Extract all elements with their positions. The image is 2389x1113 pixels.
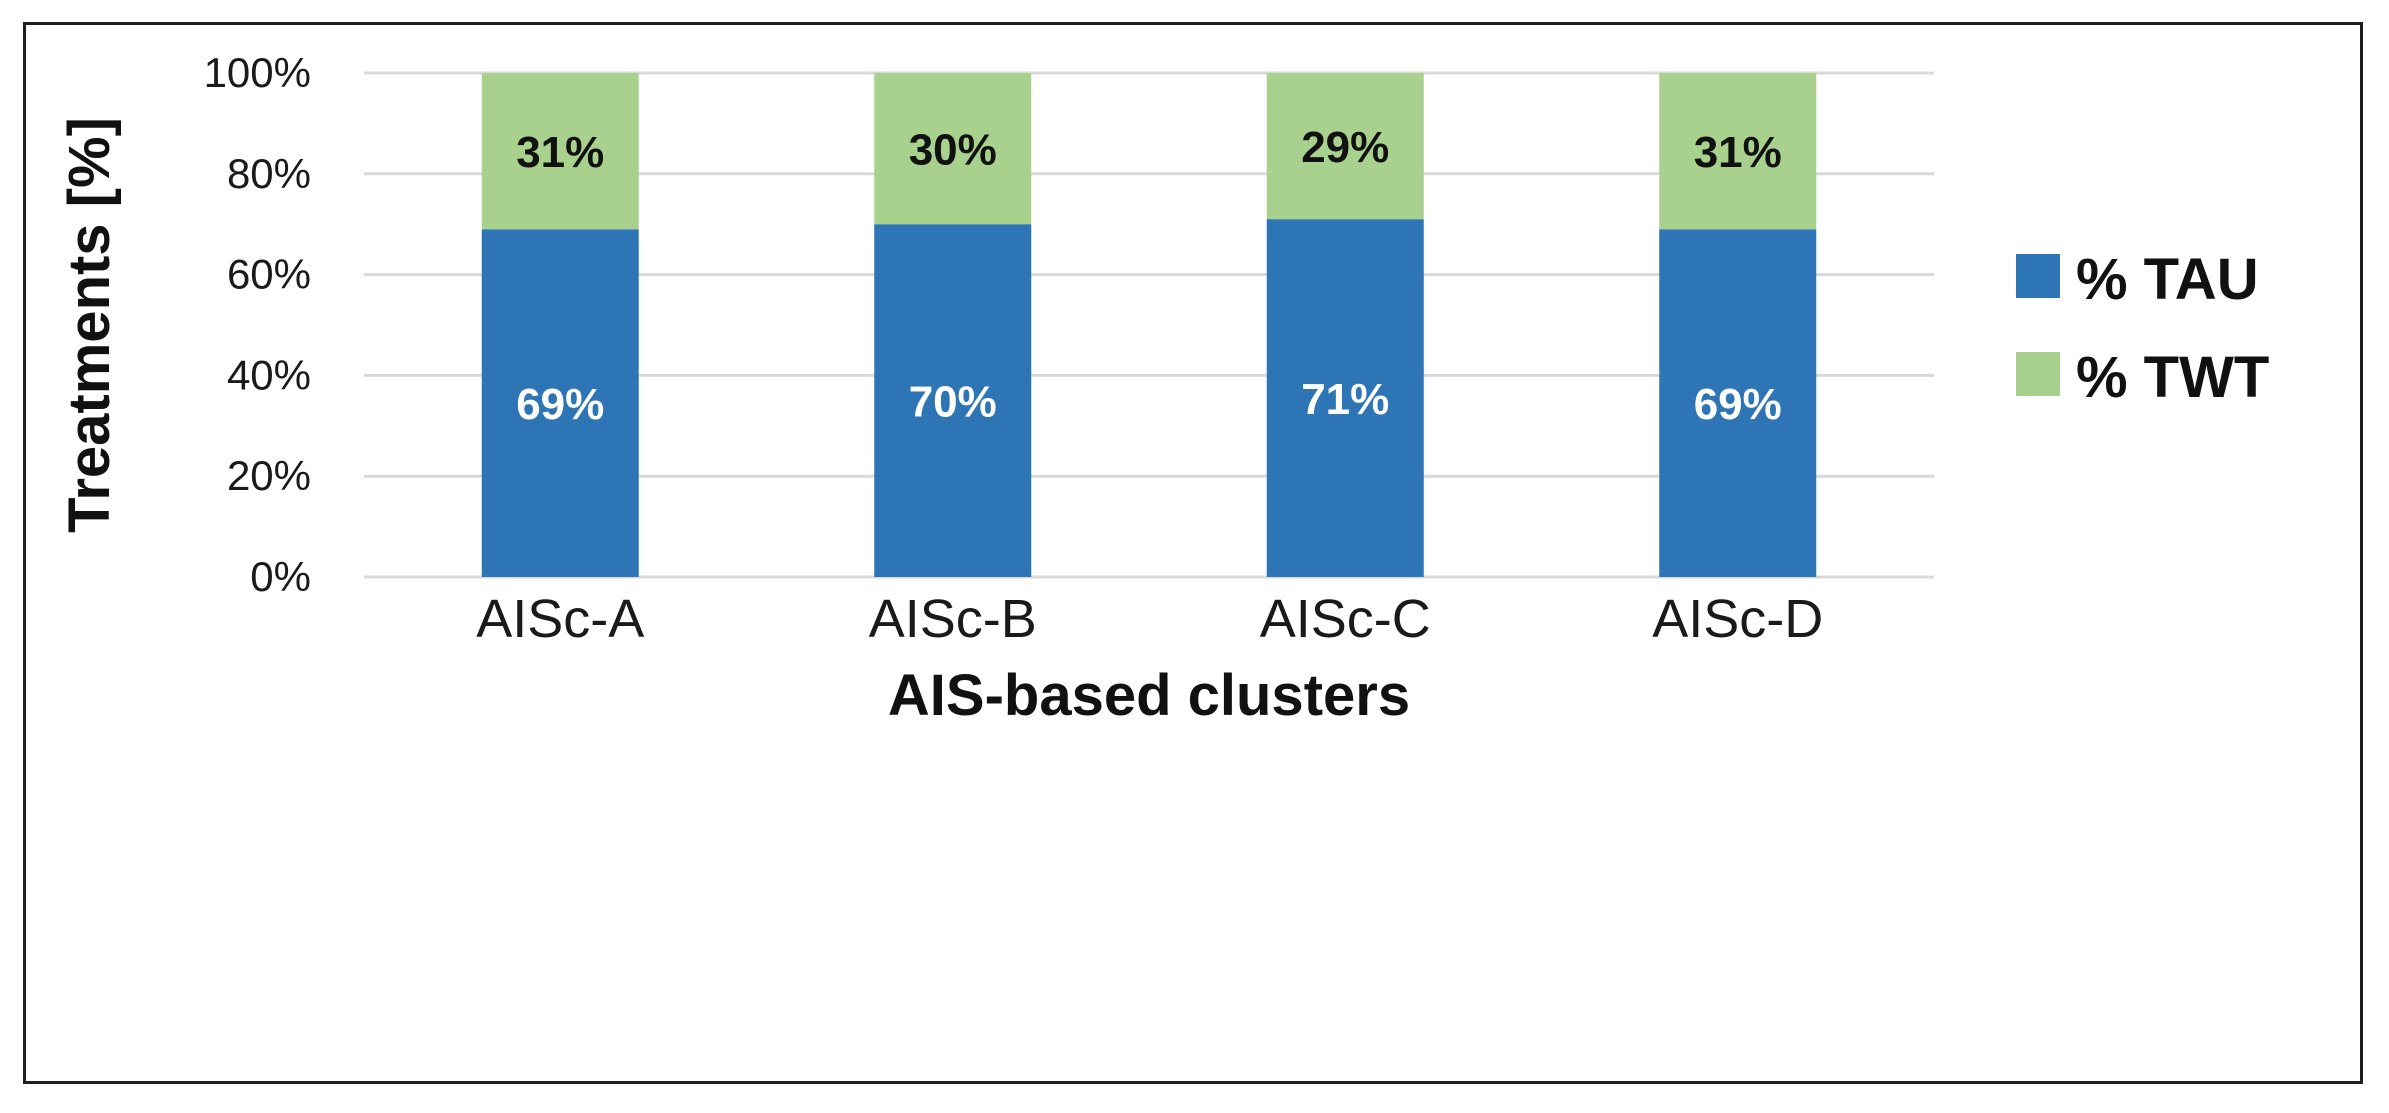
x-axis-title: AIS-based clusters xyxy=(888,663,1410,728)
data-label: 29% xyxy=(1301,123,1389,172)
stacked-bar-chart: 0%20%40%60%80%100% 69%31%70%30%71%29%69%… xyxy=(57,49,2269,728)
legend-label-twt: % TWT xyxy=(2076,345,2269,410)
y-axis-title: Treatments [%] xyxy=(57,117,122,533)
y-tick-label: 20% xyxy=(227,452,311,499)
bars xyxy=(481,73,1817,578)
x-tick-label: AISc-B xyxy=(869,589,1037,649)
bar-twt-aisc-a xyxy=(481,73,639,230)
data-labels: 69% 31% 70% 30% 71% 29% 69% 31% xyxy=(516,123,1782,429)
legend: % TAU % TWT xyxy=(2016,247,2269,410)
x-tick-label: AISc-D xyxy=(1652,589,1823,649)
legend-swatch-tau xyxy=(2016,254,2060,298)
y-tick-label: 100% xyxy=(204,49,311,96)
data-label: 30% xyxy=(909,126,997,175)
bar-twt-aisc-c xyxy=(1266,73,1424,220)
data-label: 70% xyxy=(909,378,997,427)
bar-tau-aisc-b xyxy=(874,224,1032,577)
bar-tau-aisc-d xyxy=(1659,229,1817,578)
x-axis-ticks: AISc-A AISc-B AISc-C AISc-D xyxy=(476,589,1823,649)
data-label: 31% xyxy=(516,128,604,177)
x-tick-label: AISc-A xyxy=(476,589,644,649)
data-label: 69% xyxy=(516,380,604,429)
chart-frame: 0% 20% 40% 60% 80% 100% 69% 31% 70% 30% 71% 29% 69%… xyxy=(23,22,2363,1084)
data-label: 69% xyxy=(1694,380,1782,429)
y-tick-label: 40% xyxy=(227,351,311,398)
data-label: 31% xyxy=(1694,128,1782,177)
bar-twt-aisc-b xyxy=(874,73,1032,225)
legend-swatch-twt xyxy=(2016,352,2060,396)
y-axis-ticks: 0% 20% 40% 60% 80% 100% xyxy=(204,49,311,600)
bar-tau-aisc-c xyxy=(1266,219,1424,577)
x-tick-label: AISc-C xyxy=(1260,589,1431,649)
y-tick-label: 60% xyxy=(227,251,311,298)
bar-tau-aisc-a xyxy=(481,229,639,578)
bar-twt-aisc-d xyxy=(1659,73,1817,230)
y-tick-label: 80% xyxy=(227,150,311,197)
data-label: 71% xyxy=(1301,375,1389,424)
y-tick-label: 0% xyxy=(250,553,311,600)
legend-label-tau: % TAU xyxy=(2076,247,2259,312)
